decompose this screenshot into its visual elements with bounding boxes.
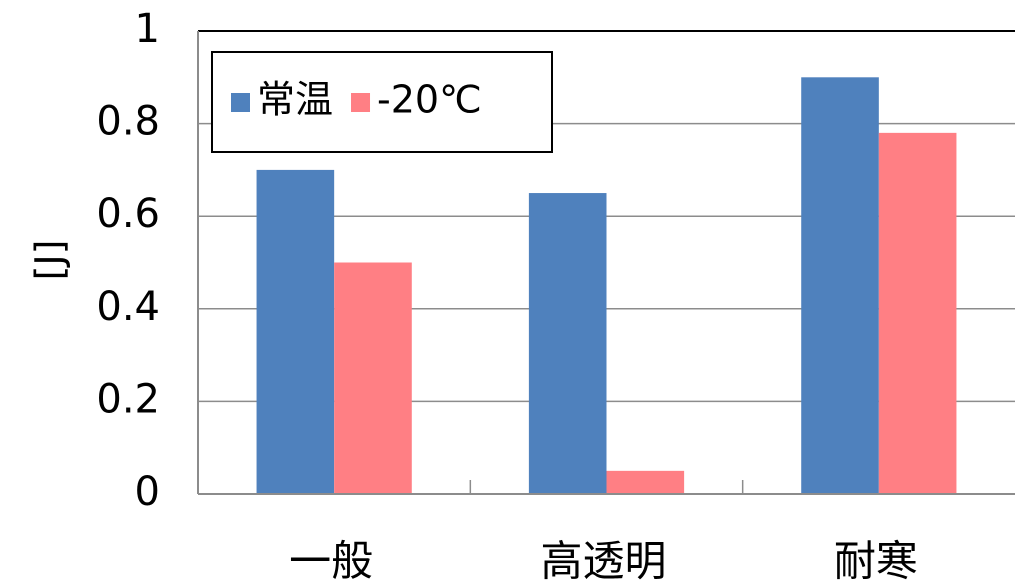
bar [334,262,412,494]
x-category-labels: 一般 高透明 耐寒 [289,537,918,583]
legend-label: -20℃ [377,78,482,122]
legend-swatch [231,93,250,112]
y-tick-label: 0.6 [96,191,160,237]
y-tick-label: 0.8 [96,99,160,145]
y-tick-label: 1 [135,6,160,52]
bar [256,169,335,494]
legend: 常温 -20℃ [211,51,553,153]
y-axis-title: [J] [28,240,72,281]
bars [256,77,957,495]
y-tick-labels: 0 0.2 0.4 0.6 0.8 1 [96,6,160,515]
x-category-label: 高透明 [540,537,666,583]
y-tick-label: 0.2 [96,376,160,422]
y-tick-label: 0 [135,469,160,515]
legend-box [211,51,553,153]
bar [528,193,607,495]
x-category-label: 耐寒 [834,537,918,583]
bar [801,77,879,495]
y-tick-label: 0.4 [96,284,160,330]
x-category-label: 一般 [289,537,373,583]
bar [606,470,685,494]
legend-label: 常温 [257,78,333,122]
legend-swatch [351,93,371,112]
bar [878,132,957,495]
axes [197,31,1015,495]
